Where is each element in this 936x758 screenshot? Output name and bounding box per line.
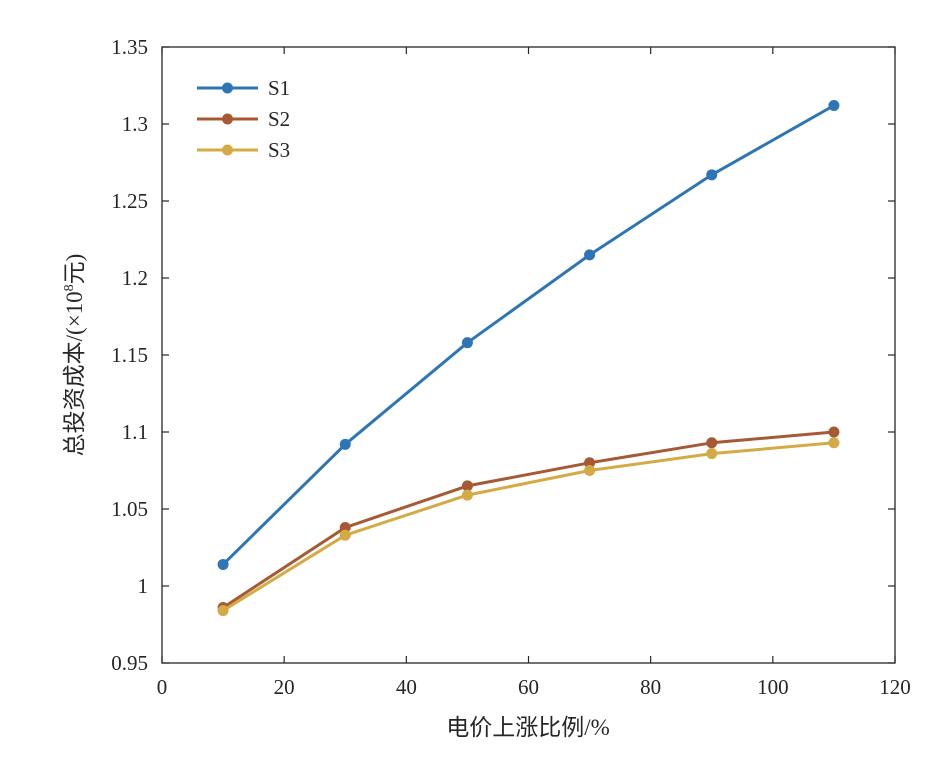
legend-label: S3 [268,138,290,162]
x-tick-label: 40 [396,675,417,699]
legend-label: S2 [268,107,290,131]
y-tick-label: 1.05 [111,497,148,521]
y-tick-label: 1 [138,574,149,598]
y-tick-label: 1.15 [111,343,148,367]
data-point [339,521,351,533]
data-point [339,438,351,450]
x-tick-label: 0 [157,675,168,699]
x-tick-label: 80 [640,675,661,699]
series-line [222,430,835,609]
data-point [584,465,596,476]
legend-marker [222,82,233,94]
x-tick-label: 100 [757,675,789,699]
x-tick-label: 120 [879,675,911,699]
y-axis: 0.95 1 1.05 1.1 1.15 1.2 1.25 1.3 1.35 [111,35,895,675]
legend-marker [222,144,233,156]
data-point [584,249,596,261]
x-axis-title: 电价上涨比例/% [446,715,610,740]
x-axis: 0 20 40 60 80 100 120 [157,47,911,699]
data-point [461,480,473,492]
y-tick-label: 1.35 [111,35,148,59]
x-tick-label: 60 [518,675,539,699]
legend-label: S1 [268,76,290,100]
y-axis-title: 总投资成本/(×108元) [62,254,87,457]
data-point [584,457,596,469]
y-axis-title-prefix: 总投资成本/(×10 [62,291,87,456]
y-tick-label: 1.1 [122,420,148,444]
legend-item-s2: S2 [197,107,290,131]
legend-item-s1: S1 [197,76,290,100]
data-point [217,558,229,570]
data-point [828,100,840,112]
y-axis-title-suffix: 元) [62,254,87,285]
series-s2 [217,426,840,614]
legend-item-s3: S3 [197,138,290,162]
data-point [339,529,351,541]
y-tick-label: 1.2 [122,266,148,290]
data-point [461,337,473,349]
series-layer [217,100,840,617]
y-tick-label: 0.95 [111,651,148,675]
y-tick-label: 1.25 [111,189,148,213]
data-point [706,169,718,181]
legend: S1 S2 S3 [197,76,290,162]
series-s3 [217,437,840,617]
x-tick-label: 20 [274,675,295,699]
data-point [828,426,840,438]
series-line [222,441,835,612]
y-axis-title-sup: 8 [62,284,77,291]
series-s1 [217,100,840,570]
series-line [222,104,835,566]
data-point [217,605,229,617]
data-point [706,448,718,460]
data-point [461,489,473,501]
y-tick-label: 1.3 [122,112,148,136]
legend-marker [222,113,233,125]
data-point [828,437,840,449]
data-point [706,437,718,449]
